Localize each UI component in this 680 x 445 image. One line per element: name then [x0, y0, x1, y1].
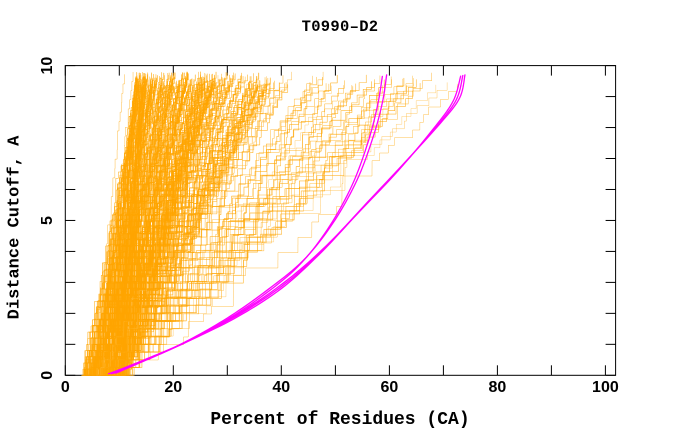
svg-text:100: 100: [592, 379, 619, 396]
svg-text:0: 0: [39, 371, 56, 380]
svg-text:0: 0: [61, 379, 70, 396]
svg-text:40: 40: [272, 379, 290, 396]
svg-text:20: 20: [164, 379, 182, 396]
svg-text:60: 60: [381, 379, 399, 396]
svg-text:5: 5: [39, 216, 56, 225]
svg-text:80: 80: [489, 379, 507, 396]
svg-text:10: 10: [39, 57, 56, 75]
